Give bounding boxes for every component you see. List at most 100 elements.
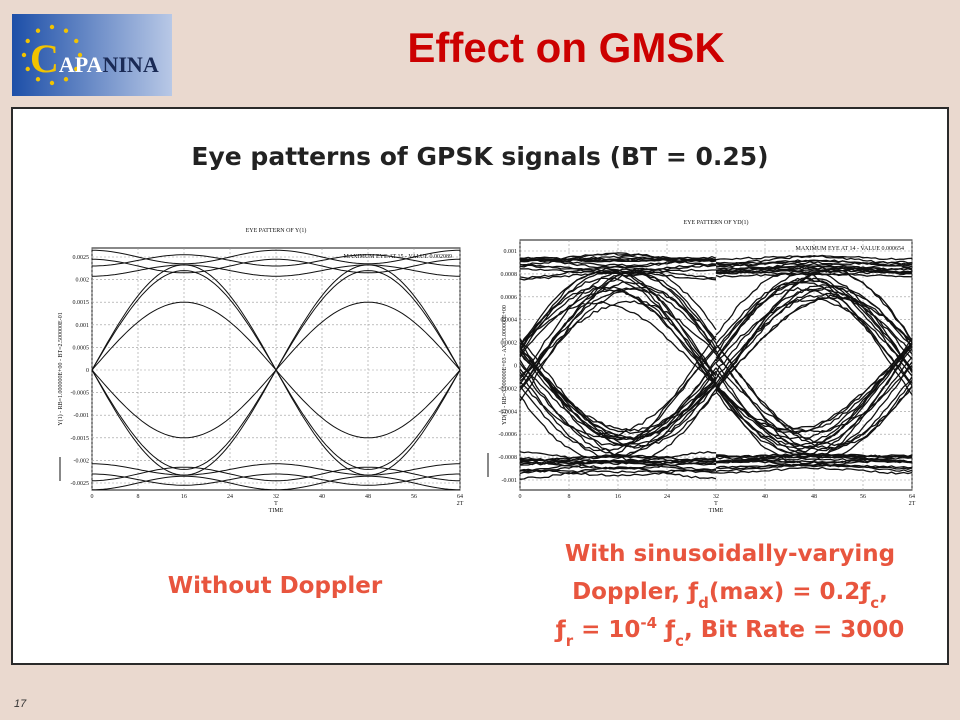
- x-tick-label: 24: [664, 494, 670, 500]
- eye-trace: [715, 344, 913, 440]
- y-tick-label: -0.001: [502, 478, 518, 484]
- eye-trace: [519, 353, 717, 432]
- eye-trace: [715, 350, 913, 459]
- eye-trace: [715, 344, 913, 449]
- logo-star: [35, 28, 41, 33]
- eye-trace: [519, 268, 717, 402]
- y-tick-label: 0.0008: [501, 272, 518, 278]
- x-mark: 2T: [909, 501, 916, 507]
- caption-part: ,: [879, 579, 888, 605]
- eye-trace: [92, 264, 276, 277]
- eye-trace: [276, 463, 460, 476]
- eye-trace: [519, 345, 717, 452]
- y-tick-label: -0.0006: [499, 432, 518, 438]
- caption-part: = 10: [573, 617, 640, 643]
- eye-trace: [519, 263, 717, 273]
- y-tick-label: -0.0002: [499, 386, 518, 392]
- logo-star: [63, 28, 69, 33]
- logo-stars: [21, 24, 83, 86]
- y-tick-label: -0.0008: [499, 455, 518, 461]
- eye-trace: [276, 258, 460, 274]
- eye-trace: [275, 369, 461, 439]
- logo-part: NINA: [102, 52, 158, 77]
- y-tick-label: -0.001: [74, 413, 90, 419]
- eye-trace: [519, 267, 717, 381]
- eye-trace: [519, 459, 717, 472]
- eye-trace: [715, 466, 913, 475]
- logo-star: [63, 77, 69, 82]
- x-tick-label: 32: [273, 494, 279, 500]
- logo-star: [25, 38, 30, 44]
- y-tick-label: 0.0025: [73, 255, 90, 261]
- eye-trace: [519, 460, 716, 475]
- eye-trace: [519, 335, 717, 460]
- eye-trace: [519, 348, 717, 440]
- eye-trace: [519, 347, 717, 438]
- eye-trace: [715, 460, 913, 464]
- eye-trace: [519, 450, 716, 464]
- eye-trace: [715, 363, 913, 433]
- eye-trace: [92, 466, 276, 482]
- eye-trace: [519, 457, 717, 470]
- eye-trace: [715, 343, 913, 450]
- y-tick-label: -0.0005: [71, 391, 90, 397]
- eye-trace: [715, 463, 913, 470]
- logo-star: [77, 52, 83, 58]
- eye-trace: [519, 268, 717, 380]
- caption-part: ƒ: [554, 617, 567, 643]
- caption-part: ƒ: [657, 617, 676, 643]
- x-tick-label: 16: [181, 494, 187, 500]
- eye-trace: [519, 458, 717, 465]
- eye-trace: [715, 259, 913, 267]
- logo-star: [74, 38, 79, 44]
- eye-trace: [715, 286, 913, 388]
- eye-trace: [92, 254, 276, 267]
- eye-trace: [715, 287, 913, 374]
- logo-star: [74, 66, 79, 72]
- logo-part: APA: [59, 52, 103, 77]
- eye-trace: [715, 346, 913, 434]
- eye-trace: [715, 281, 913, 386]
- eye-trace: [519, 252, 717, 263]
- logo-star: [25, 66, 30, 72]
- y-axis-label: Y(1) - RB=1.000000E+00 - BT=2.500000E-01: [57, 312, 64, 425]
- y-tick-label: 0.0002: [501, 341, 518, 347]
- caption-line: ƒr = 10-4 ƒc, Bit Rate = 3000: [554, 614, 905, 650]
- x-tick-label: 24: [227, 494, 233, 500]
- eye-plot: EYE PATTERN OF YD(1) 0.001 0.0008 0.0006 0.0…: [487, 219, 916, 514]
- logo-star: [49, 24, 55, 30]
- caption-part: -4: [640, 614, 657, 632]
- eye-trace: [715, 262, 913, 274]
- logo-text: CAPANINA: [30, 36, 159, 81]
- eye-trace: [715, 279, 913, 373]
- x-tick-label: 0: [91, 494, 94, 500]
- y-tick-label: 0.0004: [501, 318, 518, 324]
- eye-trace: [91, 249, 277, 265]
- eye-trace: [715, 270, 913, 276]
- caption-part: Doppler, ƒ: [572, 579, 699, 605]
- eye-trace: [91, 369, 277, 470]
- x-tick-label: 48: [811, 494, 817, 500]
- eye-trace: [275, 249, 461, 265]
- eye-trace: [519, 453, 717, 463]
- caption-part: With sinusoidally-varying: [565, 541, 895, 567]
- eye-trace: [519, 338, 717, 448]
- eye-trace: [92, 463, 276, 476]
- x-tick-label: 64: [909, 494, 915, 500]
- eye-trace: [519, 286, 717, 391]
- y-tick-label: -0.0015: [71, 436, 90, 442]
- eye-trace: [715, 342, 913, 447]
- eye-trace: [715, 294, 913, 389]
- logo-part: C: [30, 36, 59, 81]
- eye-trace: [92, 258, 276, 274]
- eye-trace: [519, 258, 717, 269]
- y-tick-label: -0.0025: [71, 481, 90, 487]
- eye-trace: [275, 301, 461, 371]
- eye-plot: EYE PATTERN OF Y(1) 0.0025 0.002 0.0015 0.00…: [57, 227, 464, 514]
- eye-trace: [276, 473, 460, 486]
- x-axis-label: TIME: [269, 508, 284, 514]
- x-tick-label: 48: [365, 494, 371, 500]
- eye-trace: [519, 268, 716, 275]
- eye-trace: [519, 265, 717, 280]
